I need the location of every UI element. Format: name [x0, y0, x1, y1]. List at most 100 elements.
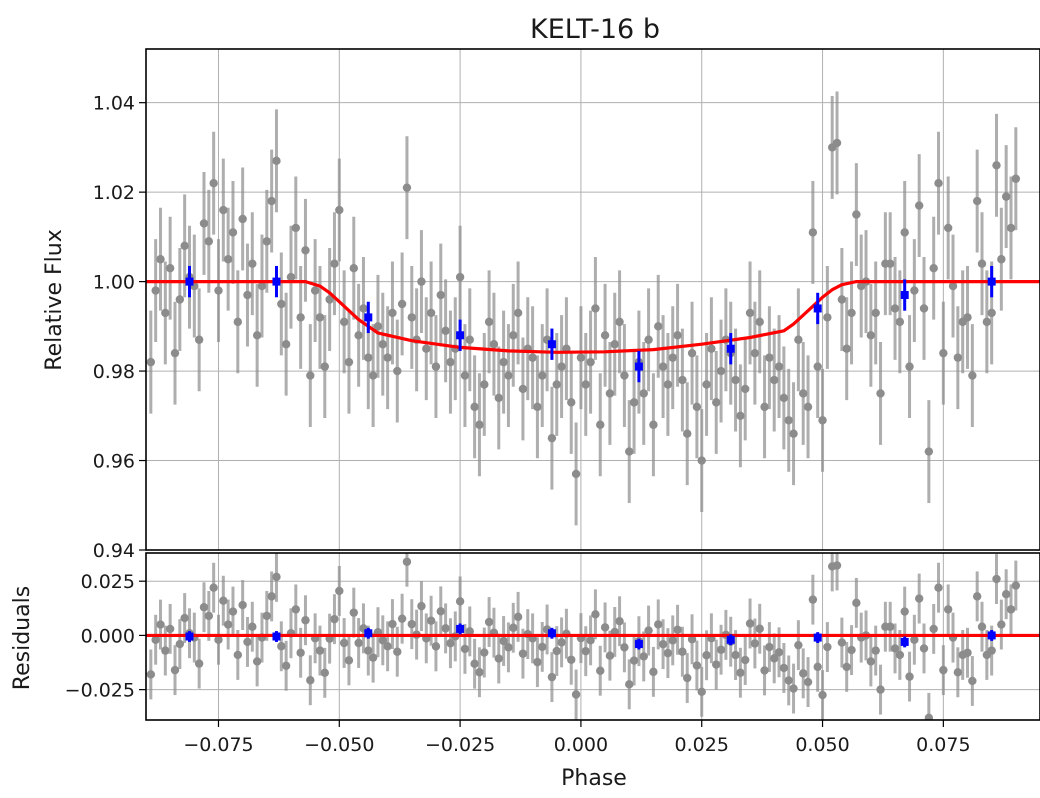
residuals-raw-point — [194, 659, 204, 668]
residuals-raw-point — [673, 625, 682, 634]
residuals-raw-point — [876, 685, 885, 694]
residuals-raw-point — [571, 690, 581, 699]
residuals-raw-point — [697, 687, 706, 697]
residuals-raw-point — [533, 657, 542, 667]
flux-raw-point — [480, 380, 489, 389]
flux-raw-point — [629, 398, 639, 407]
flux-raw-point — [214, 286, 223, 295]
flux-raw-point — [243, 290, 252, 300]
residuals-raw-point — [209, 583, 218, 592]
flux-raw-point — [494, 393, 503, 403]
flux-raw-point — [194, 335, 204, 344]
flux-raw-point — [600, 331, 610, 340]
flux-raw-point — [359, 304, 368, 313]
flux-y-tick-label: 0.98 — [93, 361, 135, 383]
flux-raw-point — [586, 357, 595, 367]
residuals-raw-point — [905, 672, 914, 681]
residuals-raw-point — [745, 619, 755, 628]
x-tick-label: −0.050 — [304, 734, 374, 756]
flux-raw-point — [291, 223, 301, 233]
residuals-raw-point — [518, 649, 528, 658]
flux-raw-point — [407, 313, 416, 322]
residuals-raw-point — [808, 595, 818, 604]
residuals-raw-point — [378, 636, 387, 645]
residuals-raw-point — [509, 623, 518, 632]
flux-raw-point — [1016, 0, 1024, 4]
flux-raw-point — [832, 138, 842, 148]
flux-binned-point — [364, 313, 373, 322]
flux-raw-point — [639, 389, 648, 398]
residuals-raw-point — [852, 598, 861, 608]
flux-raw-point — [156, 255, 165, 264]
x-axis-label: Phase — [561, 766, 627, 791]
flux-raw-point — [895, 317, 905, 327]
residuals-raw-point — [663, 648, 673, 658]
flux-raw-point — [997, 255, 1006, 264]
flux-raw-point — [209, 178, 218, 188]
residuals-raw-point — [919, 644, 929, 653]
residuals-axes-frame — [145, 552, 1040, 721]
residuals-raw-point — [161, 646, 170, 655]
residuals-raw-point — [513, 612, 523, 622]
residuals-raw-point — [639, 652, 648, 661]
residuals-raw-point — [847, 645, 856, 655]
residuals-raw-point — [383, 642, 392, 651]
flux-raw-point — [779, 393, 789, 403]
flux-raw-point — [335, 205, 344, 215]
flux-raw-point — [658, 362, 668, 371]
residuals-raw-point — [1011, 581, 1021, 590]
flux-raw-point — [750, 348, 760, 358]
flux-raw-point — [436, 290, 445, 300]
flux-raw-point — [866, 331, 876, 340]
residuals-raw-point — [605, 651, 615, 660]
flux-raw-point — [1031, 0, 1039, 4]
flux-raw-point — [513, 308, 523, 318]
flux-raw-point — [982, 317, 992, 327]
residuals-raw-point — [306, 676, 315, 685]
flux-raw-point — [397, 299, 407, 309]
residuals-raw-point — [837, 638, 847, 647]
flux-raw-point — [1026, 0, 1034, 4]
flux-raw-point — [252, 331, 262, 340]
residuals-raw-point — [277, 642, 286, 651]
flux-raw-point — [847, 308, 856, 318]
residuals-raw-point — [649, 667, 658, 677]
flux-raw-point — [770, 375, 779, 385]
flux-raw-point — [615, 317, 624, 327]
residuals-raw-point — [1006, 605, 1016, 614]
flux-raw-point — [422, 344, 431, 353]
residuals-raw-point — [465, 627, 474, 636]
flux-raw-point — [910, 286, 919, 295]
flux-raw-point — [987, 308, 996, 318]
residuals-raw-point — [953, 668, 963, 677]
flux-y-axis-label: Relative Flux — [42, 229, 67, 370]
residuals-raw-point — [431, 642, 441, 651]
flux-raw-point — [581, 380, 590, 389]
flux-raw-point — [296, 313, 305, 322]
residuals-raw-point — [924, 713, 934, 720]
flux-raw-point — [146, 357, 156, 367]
residuals-raw-point — [871, 646, 880, 655]
residuals-raw-point — [494, 654, 503, 663]
flux-raw-point — [625, 447, 634, 456]
flux-raw-point — [310, 286, 320, 295]
flux-raw-point — [441, 326, 450, 336]
residuals-raw-point — [455, 597, 465, 606]
flux-raw-point — [364, 353, 373, 362]
flux-raw-point — [383, 353, 392, 362]
residuals-raw-point — [977, 622, 987, 631]
flux-raw-point — [823, 313, 832, 322]
flux-y-tick-label: 1.04 — [93, 93, 135, 115]
flux-raw-point — [547, 433, 557, 443]
flux-raw-point — [1011, 174, 1021, 183]
flux-raw-point — [774, 362, 784, 371]
flux-raw-point — [455, 272, 465, 282]
x-tick-label: 0.000 — [554, 734, 608, 756]
flux-raw-point — [654, 322, 663, 331]
residuals-raw-point — [943, 605, 953, 614]
flux-raw-point — [789, 429, 798, 438]
residuals-raw-point — [1021, 0, 1029, 4]
flux-raw-point — [736, 411, 745, 421]
flux-raw-point — [644, 335, 653, 344]
x-tick-label: 0.050 — [795, 734, 849, 756]
